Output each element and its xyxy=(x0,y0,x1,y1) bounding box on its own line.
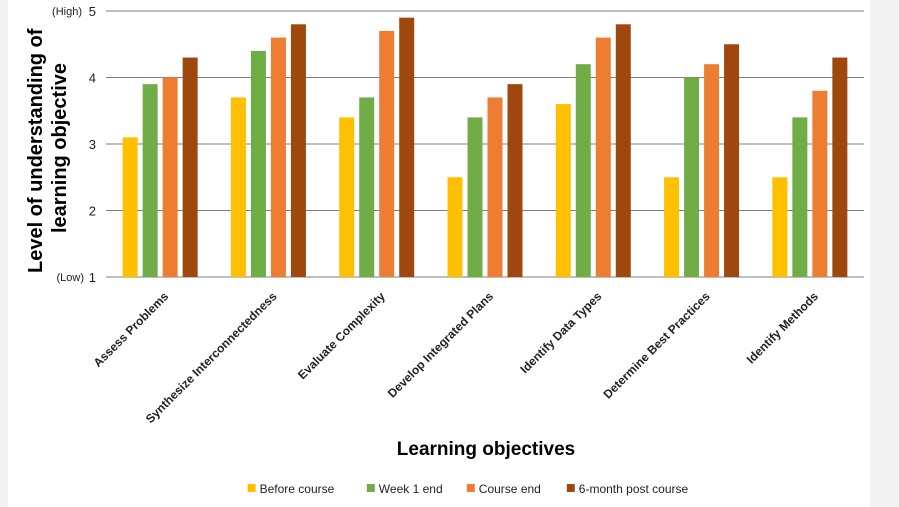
bar xyxy=(359,97,375,277)
bar xyxy=(467,117,483,278)
bar xyxy=(507,84,523,278)
bar xyxy=(664,177,680,277)
bar xyxy=(487,97,503,277)
bar xyxy=(182,57,198,277)
bar xyxy=(575,64,591,277)
y-tick-labels: 1 (Low) 2 3 4 5 (High) xyxy=(52,4,96,285)
bar xyxy=(399,17,415,278)
y-tick-label: 2 xyxy=(89,204,96,219)
category-label: Assess Problems xyxy=(91,289,172,370)
category-label: Develop Integrated Plans xyxy=(385,289,497,401)
bar xyxy=(684,77,700,277)
bar xyxy=(595,37,611,277)
bar xyxy=(792,117,808,278)
legend-label: Course end xyxy=(479,482,541,496)
bar xyxy=(250,50,266,278)
category-label: Identify Methods xyxy=(744,289,822,367)
y-tick-note-low: (Low) xyxy=(56,272,84,284)
legend-label: Week 1 end xyxy=(379,482,443,496)
y-tick-label: 3 xyxy=(89,137,96,152)
category-label: Determine Best Practices xyxy=(600,289,712,401)
gridlines xyxy=(106,10,864,278)
legend-label: 6-month post course xyxy=(579,482,689,496)
bar xyxy=(704,64,720,277)
bar xyxy=(772,177,788,277)
bar xyxy=(162,77,178,277)
bar xyxy=(142,84,158,278)
legend-swatch xyxy=(366,484,375,492)
bar xyxy=(339,117,355,278)
legend-swatch xyxy=(566,484,575,492)
legend-label: Before course xyxy=(260,482,335,496)
bar xyxy=(812,90,828,277)
legend: Before course Week 1 end Course end 6-month… xyxy=(247,482,689,496)
x-axis-title: Learning objectives xyxy=(397,439,575,460)
y-axis-title-line-1: Level of understanding of xyxy=(25,28,47,273)
y-tick-note-high: (High) xyxy=(52,6,82,18)
bar xyxy=(832,57,848,277)
y-tick-label: 4 xyxy=(89,71,96,86)
bar xyxy=(555,104,571,277)
y-tick-label: 5 xyxy=(89,4,96,19)
y-axis-title-line-2: learning objective xyxy=(49,63,71,233)
legend-swatch xyxy=(247,484,256,492)
bar xyxy=(724,44,740,277)
bar xyxy=(270,37,286,277)
legend-swatch xyxy=(466,484,475,492)
y-tick-label: 1 xyxy=(89,270,96,285)
bar xyxy=(290,24,306,277)
bar xyxy=(447,177,463,277)
bars xyxy=(122,17,848,278)
y-axis-title: Level of understanding of learning objec… xyxy=(25,23,71,273)
bar xyxy=(122,137,138,277)
bar xyxy=(379,30,395,278)
bar xyxy=(615,24,631,277)
bar xyxy=(230,97,246,277)
category-label: Identify Data Types xyxy=(517,289,604,376)
category-label: Evaluate Complexity xyxy=(295,289,388,382)
category-label: Synthesize Interconnectedness xyxy=(143,289,280,426)
